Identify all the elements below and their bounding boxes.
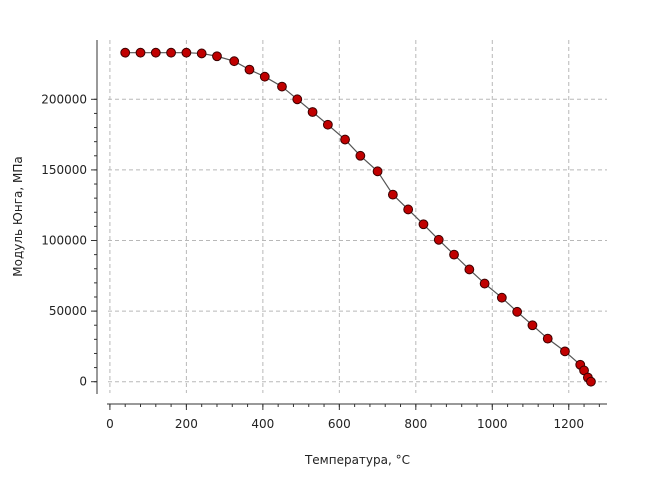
data-point xyxy=(387,189,398,200)
data-point xyxy=(150,47,161,58)
data-point xyxy=(464,264,475,275)
data-point xyxy=(355,150,366,161)
point-layer xyxy=(120,47,596,387)
data-point xyxy=(560,346,570,357)
data-point xyxy=(586,376,596,387)
data-point xyxy=(196,48,207,59)
data-point xyxy=(512,306,523,317)
data-point xyxy=(403,204,414,215)
data-point xyxy=(277,81,287,92)
axis-layer xyxy=(96,40,607,405)
series-line xyxy=(125,52,592,383)
data-point xyxy=(527,320,538,331)
data-point xyxy=(244,64,255,75)
series-layer xyxy=(125,52,592,383)
tick-layer: 0 50000 100000 150000 200000 0 200 400 600 800 100… xyxy=(41,92,600,431)
x-tick-label: 800 xyxy=(404,417,427,431)
y-axis-label: Модуль Юнга, МПа xyxy=(11,156,25,276)
data-point xyxy=(340,134,350,145)
data-point xyxy=(542,333,553,344)
data-point xyxy=(449,249,459,260)
x-tick-label: 0 xyxy=(106,417,114,431)
x-tick-label: 600 xyxy=(328,417,351,431)
data-point xyxy=(433,234,444,245)
y-tick-label: 100000 xyxy=(41,234,87,248)
data-point xyxy=(120,47,131,58)
data-point xyxy=(307,107,318,117)
y-tick-label: 0 xyxy=(79,375,87,389)
x-tick-label: 400 xyxy=(251,417,274,431)
x-tick-label: 1000 xyxy=(477,417,508,431)
grid-layer xyxy=(108,40,607,393)
data-point xyxy=(418,219,429,230)
data-point xyxy=(292,94,303,105)
y-tick-label: 50000 xyxy=(49,304,87,318)
data-point xyxy=(135,47,146,58)
x-tick-label: 200 xyxy=(175,417,198,431)
data-point xyxy=(166,47,176,58)
data-point xyxy=(212,51,222,62)
data-point xyxy=(479,278,490,289)
x-tick-label: 1200 xyxy=(553,417,584,431)
data-point xyxy=(181,47,192,58)
data-point xyxy=(229,56,240,67)
data-point xyxy=(496,292,507,303)
x-axis-label: Температура, °C xyxy=(304,453,410,467)
data-point xyxy=(322,119,333,130)
y-tick-label: 150000 xyxy=(41,163,87,177)
data-point xyxy=(259,71,270,82)
data-point xyxy=(372,166,383,177)
y-tick-label: 200000 xyxy=(41,92,87,106)
